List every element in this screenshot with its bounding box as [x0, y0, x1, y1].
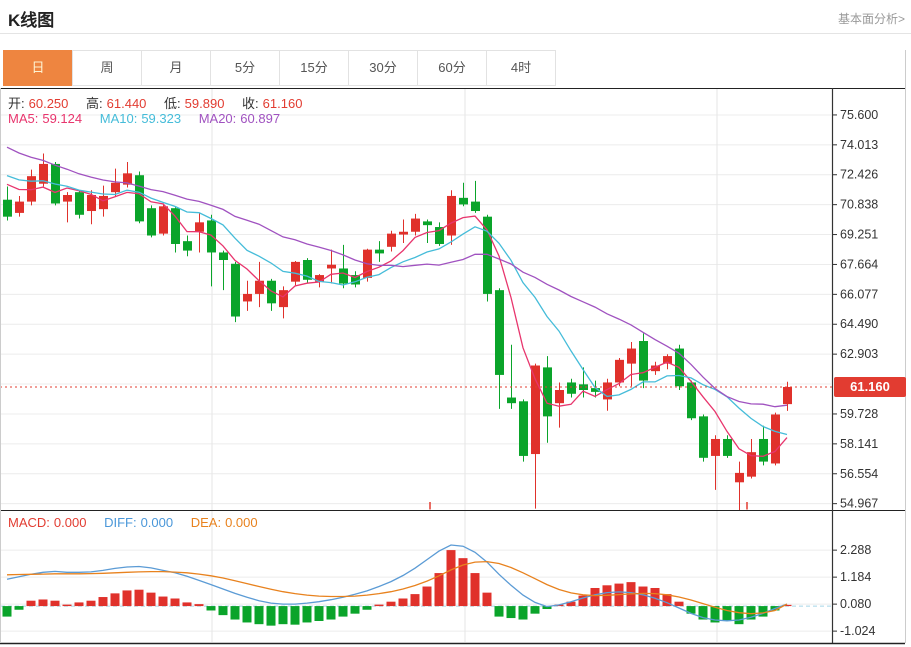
- dea-label: DEA:: [190, 515, 222, 530]
- ma5-value: 59.124: [42, 111, 83, 126]
- header-divider: [0, 33, 911, 34]
- svg-text:70.838: 70.838: [840, 198, 878, 212]
- chart-frame: [0, 50, 906, 645]
- ma20-line: [6, 146, 788, 408]
- macd-label: MACD:: [8, 515, 50, 530]
- dea-value: 0.000: [225, 515, 258, 530]
- ma20-value: 60.897: [240, 111, 281, 126]
- tab-week[interactable]: 周: [72, 50, 142, 86]
- svg-text:66.077: 66.077: [840, 287, 878, 301]
- tab-month[interactable]: 月: [141, 50, 211, 86]
- ma20-label: MA20:: [198, 111, 237, 126]
- svg-text:64.490: 64.490: [840, 317, 878, 331]
- indicator-lines: [6, 544, 788, 622]
- low-value: 59.890: [184, 96, 225, 111]
- svg-text:59.728: 59.728: [840, 407, 878, 421]
- interval-tab-bar: 日 周 月 5分 15分 30分 60分 4时: [3, 50, 556, 86]
- tab-5min[interactable]: 5分: [210, 50, 280, 86]
- macd-histogram: [2, 550, 792, 626]
- date-tick-marks: [429, 502, 748, 510]
- svg-text:-1.024: -1.024: [840, 624, 875, 638]
- high-value: 61.440: [106, 96, 147, 111]
- diff-value: 0.000: [140, 515, 174, 530]
- macd-legend: MACD: 0.000 DIFF: 0.000 DEA: 0.000: [8, 515, 262, 530]
- ma-lines: [6, 146, 788, 457]
- candles-group: [3, 153, 792, 511]
- ma10-value: 59.323: [141, 111, 182, 126]
- tab-30min[interactable]: 30分: [348, 50, 418, 86]
- svg-text:1.184: 1.184: [840, 570, 871, 584]
- ma10-label: MA10:: [99, 111, 138, 126]
- tab-day[interactable]: 日: [3, 50, 73, 86]
- ma5-label: MA5:: [8, 111, 39, 126]
- ma10-line: [6, 174, 788, 436]
- svg-text:62.903: 62.903: [840, 347, 878, 361]
- svg-text:74.013: 74.013: [840, 138, 878, 152]
- close-label: 收:: [242, 96, 259, 111]
- low-label: 低:: [164, 96, 181, 111]
- ma-legend: MA5: 59.124 MA10: 59.323 MA20: 60.897: [8, 111, 284, 126]
- svg-text:75.600: 75.600: [840, 108, 878, 122]
- svg-text:58.141: 58.141: [840, 437, 878, 451]
- svg-text:67.664: 67.664: [840, 257, 878, 271]
- diff-line: [6, 544, 788, 622]
- gridlines: [1, 89, 831, 642]
- diff-label: DIFF:: [104, 515, 137, 530]
- svg-text:54.967: 54.967: [840, 497, 878, 511]
- svg-text:69.251: 69.251: [840, 228, 878, 242]
- page-title: K线图: [8, 11, 55, 30]
- dea-line: [6, 560, 788, 615]
- tab-15min[interactable]: 15分: [279, 50, 349, 86]
- macd-value: 0.000: [53, 515, 87, 530]
- fundamental-analysis-link[interactable]: 基本面分析>: [837, 12, 905, 26]
- close-value: 61.160: [262, 96, 303, 111]
- current-price-tag: 61.160: [834, 377, 906, 397]
- open-value: 60.250: [28, 96, 69, 111]
- ohlc-legend: 开: 60.250 高: 61.440 低: 59.890 收: 61.160: [8, 93, 306, 112]
- svg-text:56.554: 56.554: [840, 467, 878, 481]
- tab-60min[interactable]: 60分: [417, 50, 487, 86]
- open-label: 开:: [8, 96, 25, 111]
- svg-text:72.426: 72.426: [840, 168, 878, 182]
- svg-text:2.288: 2.288: [840, 543, 871, 557]
- high-label: 高:: [86, 96, 103, 111]
- svg-text:0.080: 0.080: [840, 597, 871, 611]
- tab-4hour[interactable]: 4时: [486, 50, 556, 86]
- price-axis: 75.600 74.013 72.426 70.838 69.251 67.664 66.0…: [832, 108, 878, 638]
- ma5-line: [6, 183, 788, 457]
